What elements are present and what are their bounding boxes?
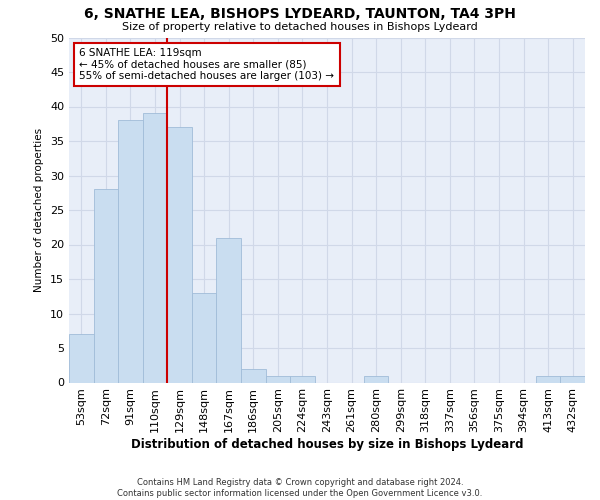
Bar (118, 120, 143, 382)
Bar (143, 114, 167, 382)
Text: 6 SNATHE LEA: 119sqm
← 45% of detached houses are smaller (85)
55% of semi-detac: 6 SNATHE LEA: 119sqm ← 45% of detached h… (79, 48, 334, 81)
Bar (241, 368, 266, 382)
Bar (560, 376, 585, 382)
Bar (69, 334, 94, 382)
Text: Size of property relative to detached houses in Bishops Lydeard: Size of property relative to detached ho… (122, 22, 478, 32)
Text: 6, SNATHE LEA, BISHOPS LYDEARD, TAUNTON, TA4 3PH: 6, SNATHE LEA, BISHOPS LYDEARD, TAUNTON,… (84, 8, 516, 22)
Bar (290, 376, 315, 382)
Y-axis label: Number of detached properties: Number of detached properties (34, 128, 44, 292)
X-axis label: Distribution of detached houses by size in Bishops Lydeard: Distribution of detached houses by size … (131, 438, 523, 451)
Bar (217, 238, 241, 382)
Text: Contains HM Land Registry data © Crown copyright and database right 2024.
Contai: Contains HM Land Registry data © Crown c… (118, 478, 482, 498)
Bar (167, 127, 192, 382)
Bar (364, 376, 388, 382)
Bar (266, 376, 290, 382)
Bar (94, 190, 118, 382)
Bar (192, 293, 217, 382)
Bar (536, 376, 560, 382)
